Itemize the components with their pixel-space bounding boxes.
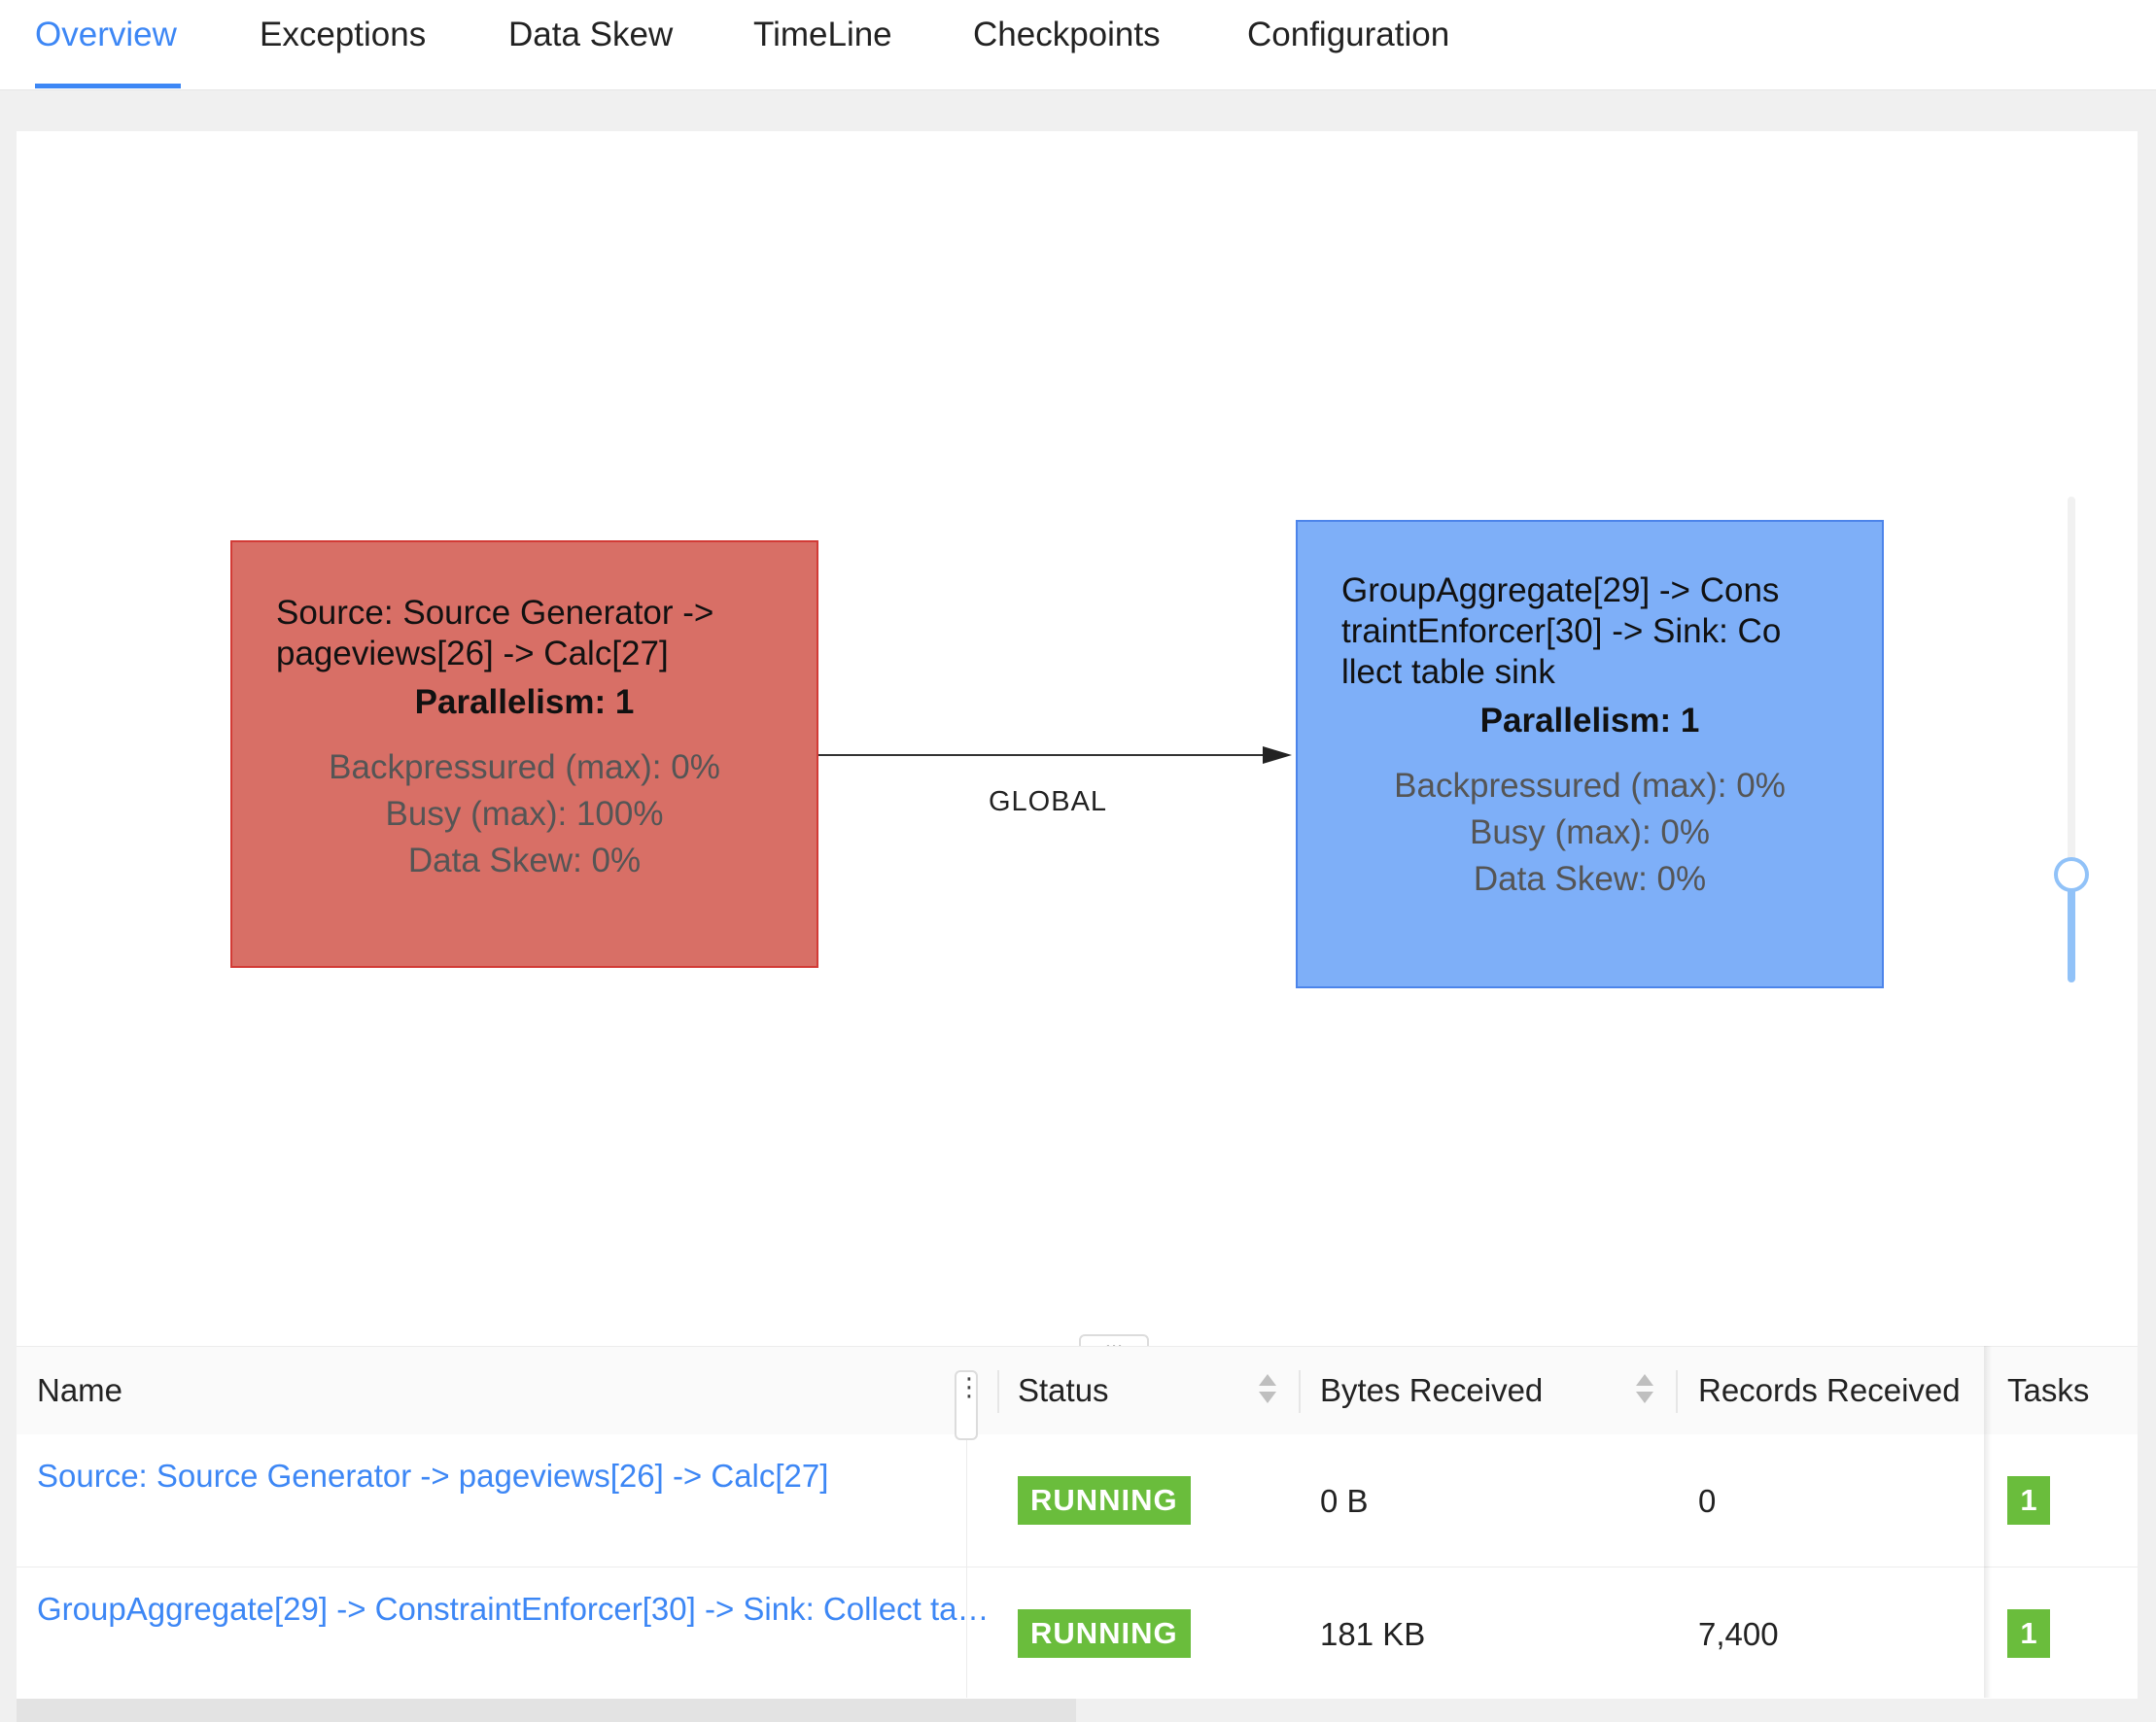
- node-title: Source: Source Generator -> pageviews[26…: [276, 594, 714, 672]
- arrow-right-icon: [1263, 746, 1292, 764]
- node-backpressured: Backpressured (max): 0%: [1394, 767, 1786, 805]
- graph-edge: [818, 754, 1273, 756]
- vertex-name-link[interactable]: Source: Source Generator -> pageviews[26…: [37, 1458, 829, 1494]
- horizontal-scrollbar-thumb[interactable]: [17, 1699, 1076, 1722]
- node-data-skew: Data Skew: 0%: [1473, 860, 1707, 898]
- column-header-records-received[interactable]: Records Received: [1698, 1372, 1961, 1408]
- graph-node-source[interactable]: Source: Source Generator -> pageviews[26…: [230, 540, 818, 968]
- tab-configuration[interactable]: Configuration: [1247, 16, 1450, 53]
- records-received-value: 0: [1698, 1483, 1717, 1519]
- tab-timeline[interactable]: TimeLine: [753, 16, 892, 53]
- fixed-column-shadow: [1984, 1346, 1992, 1698]
- column-header-tasks[interactable]: Tasks: [2007, 1372, 2090, 1408]
- job-graph[interactable]: Source: Source Generator -> pageviews[26…: [17, 131, 2138, 1346]
- sort-icon[interactable]: [1257, 1374, 1278, 1409]
- graph-node-sink[interactable]: GroupAggregate[29] -> Cons traintEnforce…: [1296, 520, 1884, 988]
- node-parallelism: Parallelism: 1: [414, 683, 635, 721]
- tasks-badge: 1: [2007, 1476, 2050, 1525]
- node-data-skew: Data Skew: 0%: [407, 842, 642, 879]
- status-badge: RUNNING: [1018, 1609, 1191, 1658]
- tab-exceptions[interactable]: Exceptions: [260, 16, 427, 53]
- column-resize-handle[interactable]: ⋮: [955, 1370, 982, 1440]
- tasks-badge: 1: [2007, 1609, 2050, 1658]
- job-overview-panel: Source: Source Generator -> pageviews[26…: [17, 131, 2138, 1701]
- node-backpressured: Backpressured (max): 0%: [329, 748, 720, 786]
- table-row[interactable]: Source: Source Generator -> pageviews[26…: [17, 1434, 2138, 1567]
- zoom-slider-track[interactable]: [2068, 497, 2075, 982]
- node-title: GroupAggregate[29] -> Cons traintEnforce…: [1341, 571, 1782, 691]
- column-header-status[interactable]: Status: [1018, 1372, 1109, 1408]
- status-badge: RUNNING: [1018, 1476, 1191, 1525]
- column-divider: [1299, 1370, 1301, 1413]
- vertex-table: Name Status Bytes Received Records Recei…: [17, 1346, 2138, 1701]
- node-parallelism: Parallelism: 1: [1479, 702, 1700, 740]
- column-header-name[interactable]: Name: [37, 1372, 123, 1408]
- active-tab-indicator: [35, 84, 181, 88]
- tab-overview[interactable]: Overview: [35, 16, 177, 53]
- bytes-received-value: 181 KB: [1320, 1616, 1426, 1652]
- tab-data-skew[interactable]: Data Skew: [508, 16, 674, 53]
- column-header-bytes-received[interactable]: Bytes Received: [1320, 1372, 1544, 1408]
- table-header: Name Status Bytes Received Records Recei…: [17, 1346, 2138, 1435]
- node-busy: Busy (max): 0%: [1470, 813, 1710, 851]
- edge-label: GLOBAL: [989, 786, 1108, 817]
- vertex-name-link[interactable]: GroupAggregate[29] -> ConstraintEnforcer…: [37, 1591, 1004, 1627]
- table-row[interactable]: GroupAggregate[29] -> ConstraintEnforcer…: [17, 1567, 2138, 1701]
- column-divider: [1676, 1370, 1678, 1413]
- column-divider: [997, 1370, 999, 1413]
- zoom-slider-fill: [2068, 874, 2075, 982]
- sort-icon[interactable]: [1634, 1374, 1655, 1409]
- node-busy: Busy (max): 100%: [385, 795, 664, 833]
- bytes-received-value: 0 B: [1320, 1483, 1369, 1519]
- zoom-slider-handle[interactable]: [2054, 857, 2089, 892]
- column-border: [966, 1433, 967, 1698]
- tab-checkpoints[interactable]: Checkpoints: [973, 16, 1161, 53]
- records-received-value: 7,400: [1698, 1616, 1779, 1652]
- tab-bar: Overview Exceptions Data Skew TimeLine C…: [0, 0, 2156, 90]
